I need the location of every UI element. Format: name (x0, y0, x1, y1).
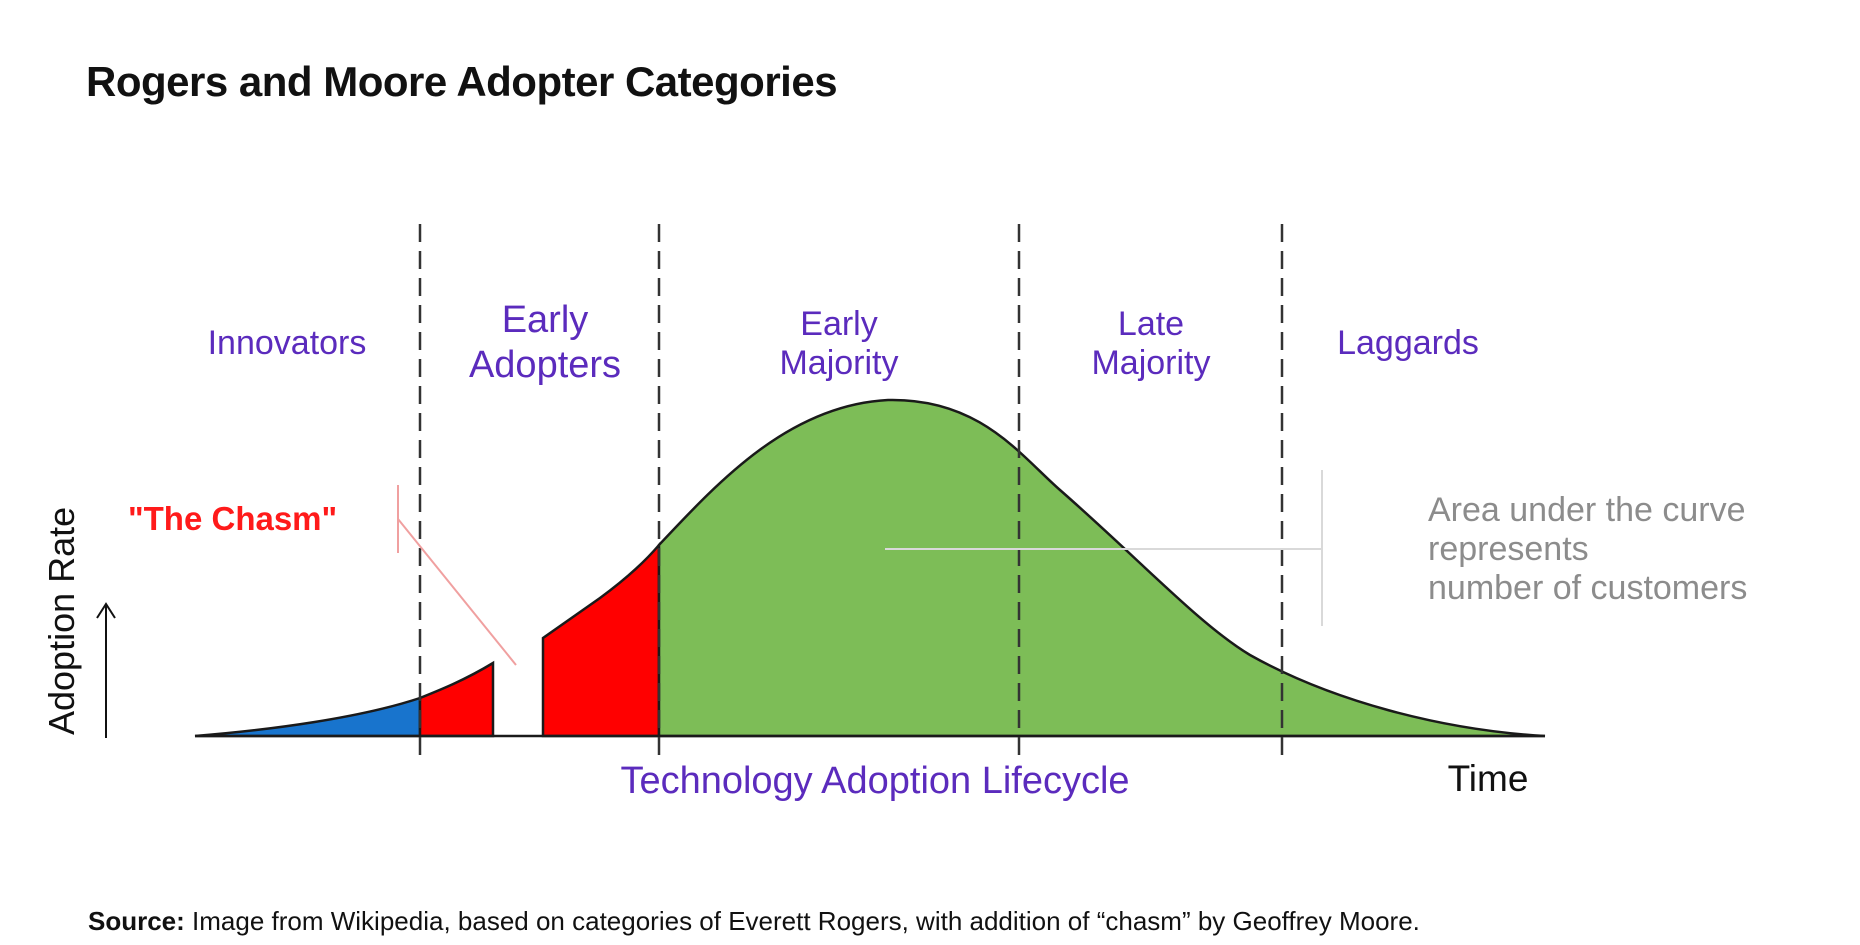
lifecycle-label: Technology Adoption Lifecycle (620, 760, 1129, 802)
source-caption: Source: Image from Wikipedia, based on c… (88, 906, 1420, 937)
category-label-late-majority-line2: Majority (1091, 344, 1210, 382)
area-note-line3: number of customers (1428, 569, 1747, 607)
page-title: Rogers and Moore Adopter Categories (86, 58, 838, 105)
innovators-area (194, 696, 422, 738)
y-axis-arrowhead (96, 602, 116, 619)
early-adopters-area-before-chasm (418, 660, 495, 738)
category-dividers (418, 224, 1284, 756)
area-note-line1: Area under the curve (1428, 491, 1746, 529)
category-label-early-majority-line1: Early (800, 305, 877, 343)
chasm-label: "The Chasm" (128, 500, 337, 537)
category-label-early-adopters-line2: Adopters (469, 344, 621, 386)
y-axis-label: Adoption Rate (41, 507, 82, 735)
source-label: Source: (88, 906, 185, 936)
early-adopters-area-after-chasm (541, 541, 661, 738)
chasm-pointer (397, 518, 517, 666)
category-label-late-majority-line1: Late (1118, 305, 1184, 343)
category-label-early-adopters-line1: Early (502, 299, 589, 341)
category-label-innovators: Innovators (208, 324, 367, 362)
majority-laggards-area (657, 398, 1546, 738)
category-label-early-majority-line2: Majority (779, 344, 898, 382)
source-text: Image from Wikipedia, based on categorie… (184, 906, 1420, 936)
area-note-line2: represents (1428, 530, 1589, 568)
category-label-laggards: Laggards (1337, 324, 1479, 362)
x-axis-label: Time (1448, 758, 1529, 799)
